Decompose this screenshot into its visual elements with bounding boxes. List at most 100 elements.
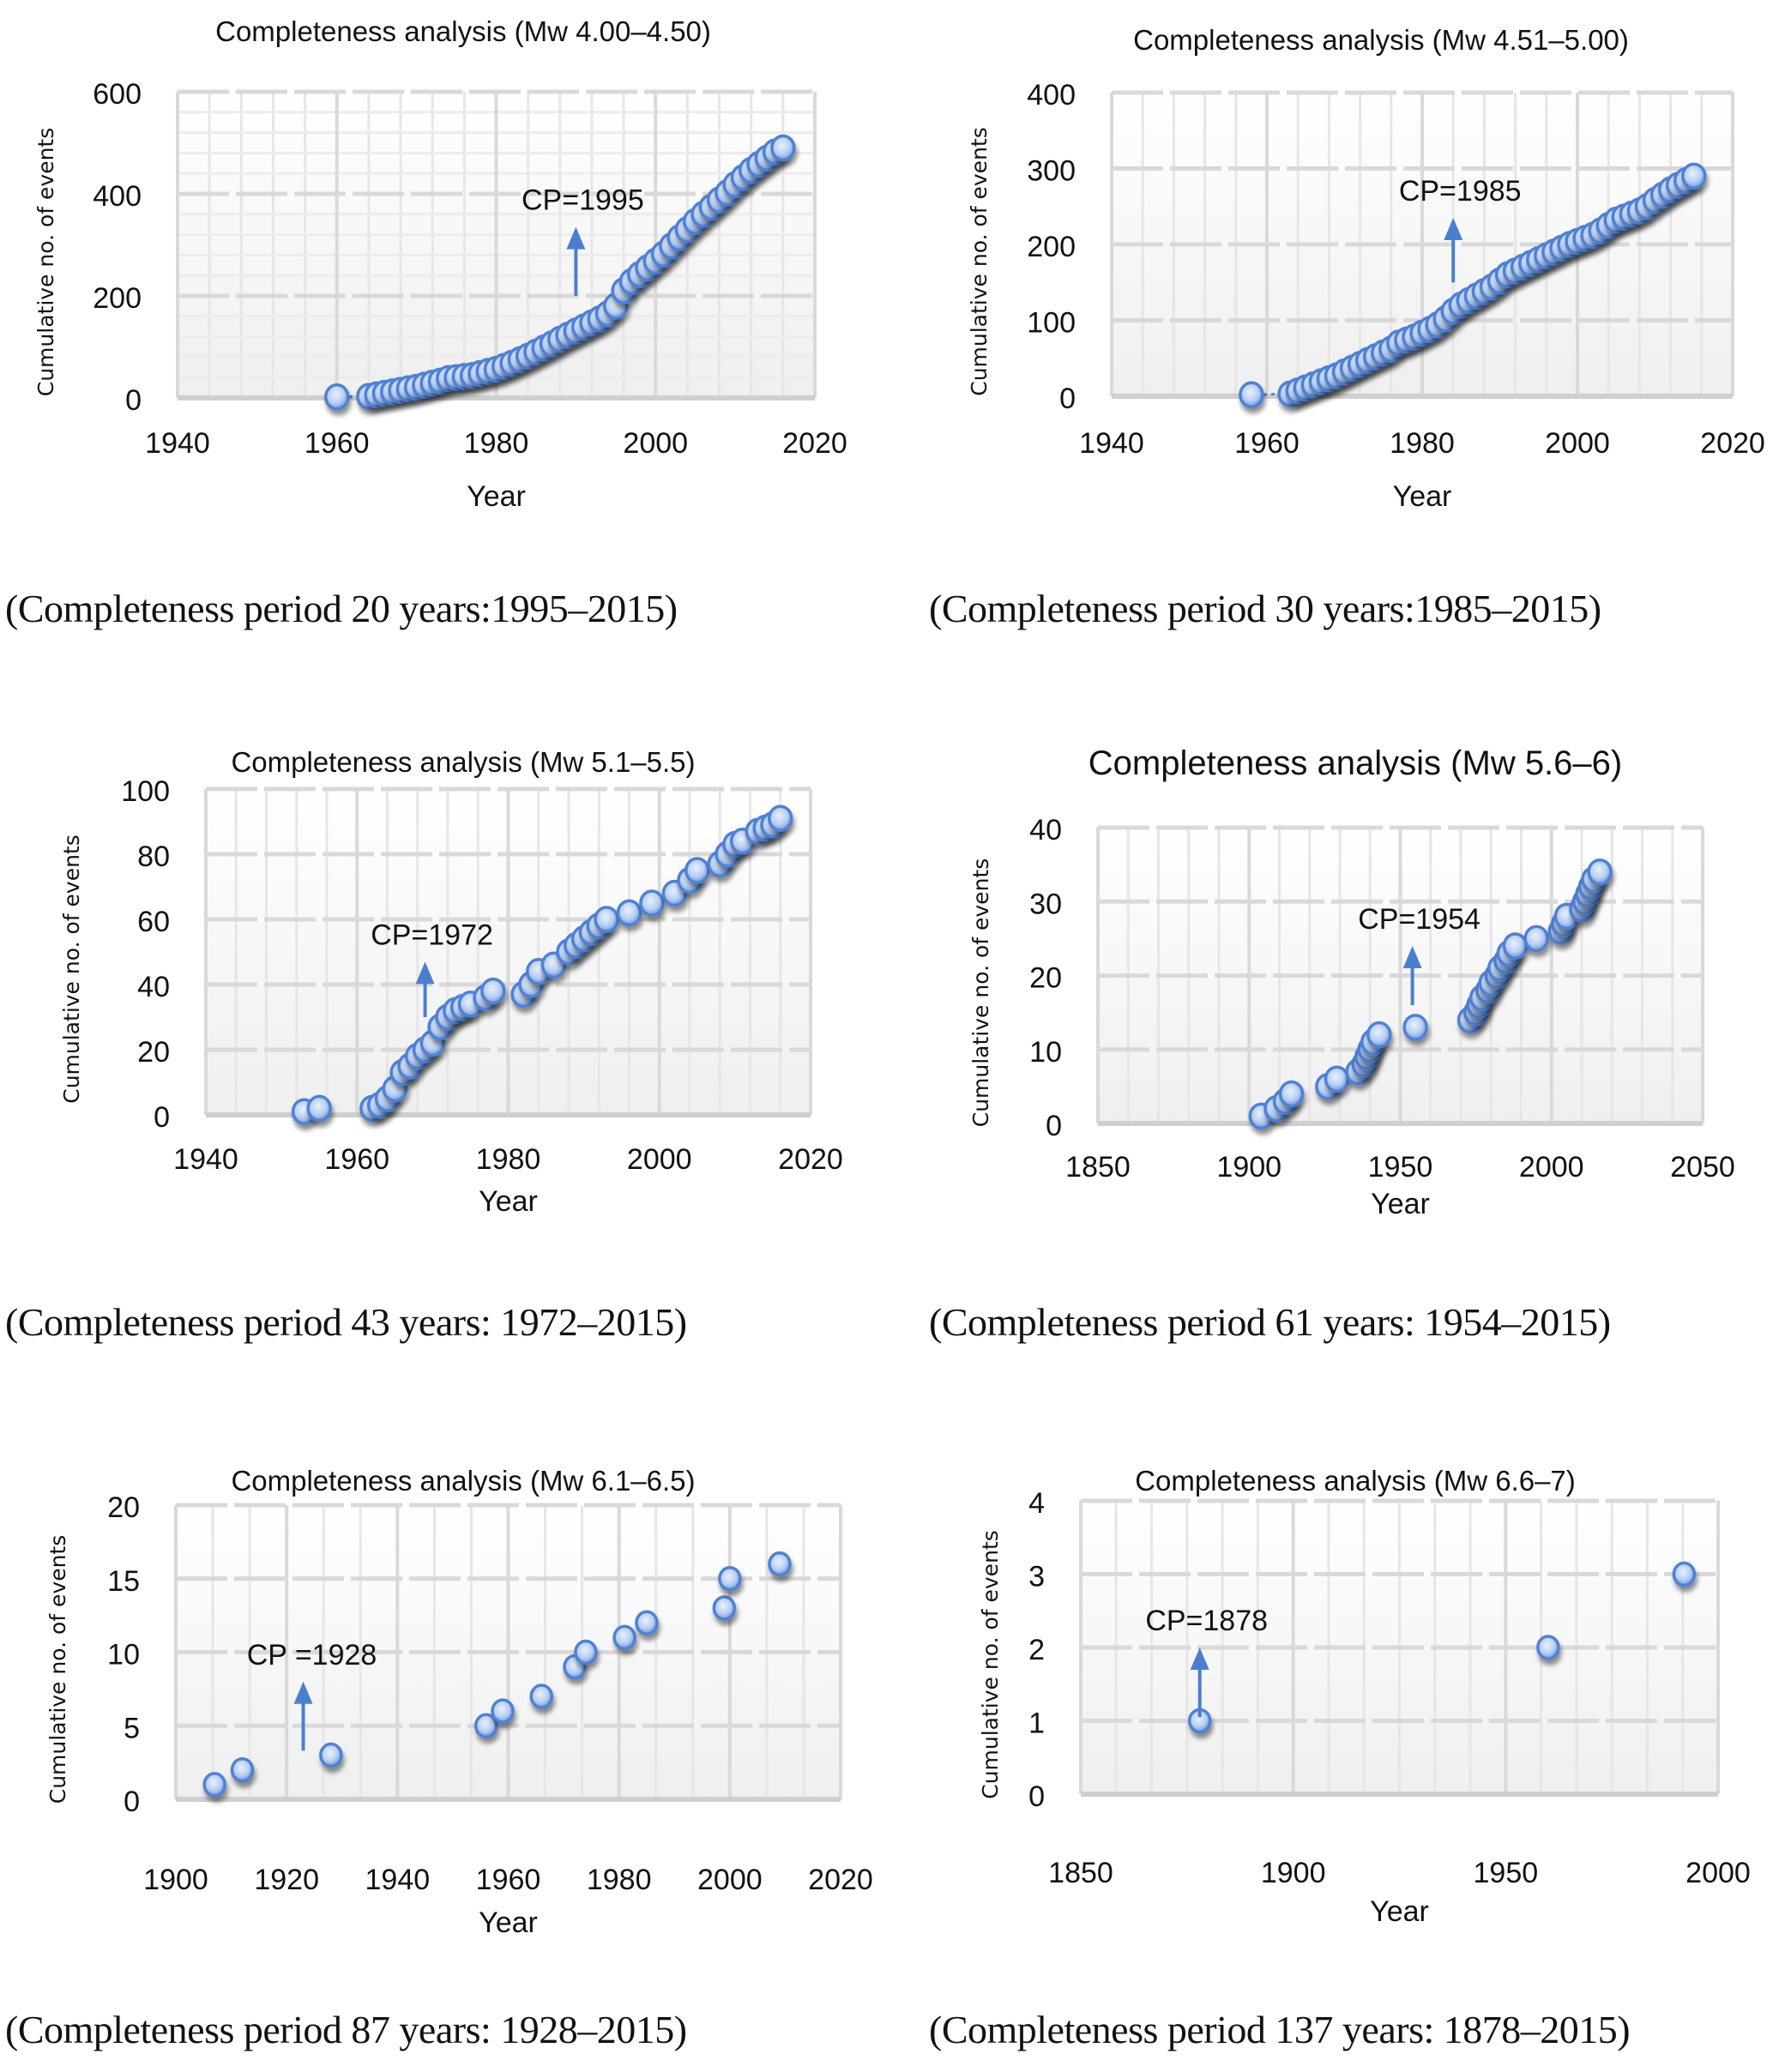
x-tick-label: 2000 xyxy=(1686,1857,1751,1889)
data-point xyxy=(594,906,619,933)
data-point xyxy=(491,1698,515,1724)
data-point xyxy=(473,1713,498,1738)
x-tick-label: 2020 xyxy=(782,427,847,460)
x-tick-label: 2000 xyxy=(623,427,688,460)
data-point xyxy=(1366,1021,1392,1049)
y-tick-label: 15 xyxy=(107,1565,140,1598)
data-point xyxy=(1536,1635,1560,1660)
y-axis-label: Cumulative no. of events xyxy=(33,128,58,397)
y-tick-label: 10 xyxy=(107,1639,140,1671)
x-axis-label: Year xyxy=(1371,1188,1430,1220)
cp-annotation-label: CP =1928 xyxy=(247,1639,377,1671)
x-tick-label: 2000 xyxy=(1545,427,1610,460)
chart-5: 1900 1920 1940 1960 1980 2000 2020 0 5 10 15 20 Comp… xyxy=(45,1465,873,1939)
x-tick-label: 1940 xyxy=(173,1143,238,1176)
x-tick-label: 1960 xyxy=(476,1864,541,1896)
charts-root: 1940 1960 1980 2000 20200200400600Completene… xyxy=(33,15,1765,1939)
x-tick-label: 1960 xyxy=(305,427,370,460)
y-tick-label: 4 xyxy=(1028,1487,1045,1520)
data-point xyxy=(319,1742,343,1768)
x-tick-label: 1960 xyxy=(1234,427,1300,460)
y-tick-label: 2 xyxy=(1028,1634,1045,1666)
chart-title: Completeness analysis (Mw 4.00–4.50) xyxy=(215,15,711,47)
y-tick-label: 5 xyxy=(124,1712,140,1744)
y-tick-label: 0 xyxy=(1046,1110,1062,1142)
connector-line xyxy=(1263,392,1279,396)
data-point xyxy=(202,1772,226,1798)
connector-line xyxy=(348,395,357,399)
cp-arrow-icon xyxy=(415,961,435,985)
cp-annotation-label: CP=1995 xyxy=(522,184,644,217)
data-point xyxy=(1324,1065,1350,1093)
y-tick-label: 0 xyxy=(125,384,142,417)
x-tick-label: 1900 xyxy=(143,1864,208,1896)
data-point xyxy=(529,1684,553,1709)
chart-1: 1940 1960 1980 2000 2020 0 200 400 600 Completene… xyxy=(33,15,847,513)
data-point xyxy=(718,1566,742,1592)
x-axis-label: Year xyxy=(1370,1895,1429,1928)
y-tick-label: 20 xyxy=(107,1491,140,1524)
y-tick-label: 400 xyxy=(1027,79,1076,111)
data-point xyxy=(770,134,796,162)
cp-annotation-label: CP=1878 xyxy=(1145,1605,1268,1637)
x-tick-label: 1960 xyxy=(324,1143,389,1176)
y-tick-label: 40 xyxy=(137,971,170,1003)
y-axis-label: Cumulative no. of events xyxy=(967,127,992,396)
data-point xyxy=(1502,932,1529,960)
x-tick-label: 2000 xyxy=(1519,1151,1584,1184)
y-tick-label: 60 xyxy=(137,906,170,938)
chart-title: Completeness analysis (Mw 6.1–6.5) xyxy=(231,1465,695,1497)
y-tick-label: 0 xyxy=(1059,382,1076,415)
y-axis-label: Cumulative no. of events xyxy=(968,858,993,1128)
caption-5: (Completeness period 87 years: 1928–2015… xyxy=(5,2008,687,2051)
y-tick-label: 100 xyxy=(1027,307,1076,340)
x-tick-label: 2020 xyxy=(808,1864,873,1896)
caption-6: (Completeness period 137 years: 1878–201… xyxy=(929,2008,1631,2051)
chart-title: Completeness analysis (Mw 5.1–5.5) xyxy=(231,746,695,778)
cp-arrow-icon xyxy=(293,1681,313,1704)
data-point xyxy=(639,889,665,917)
cp-annotation-label: CP=1954 xyxy=(1358,903,1481,936)
data-point xyxy=(712,1595,737,1621)
x-tick-label: 1980 xyxy=(476,1143,541,1176)
y-tick-label: 40 xyxy=(1029,814,1062,846)
y-axis-label: Cumulative no. of events xyxy=(978,1530,1003,1799)
x-tick-label: 1920 xyxy=(254,1864,319,1896)
caption-4: (Completeness period 61 years: 1954–2015… xyxy=(929,1300,1611,1344)
data-point xyxy=(1672,1561,1697,1587)
chart-6: 1850 1900 1950 2000 0 1 2 3 4 Completeness analys… xyxy=(978,1465,1751,1928)
y-tick-label: 0 xyxy=(1028,1780,1045,1813)
cp-annotation-label: CP=1972 xyxy=(371,919,493,951)
x-tick-label: 2020 xyxy=(778,1143,843,1176)
chart-4: 1850 1900 1950 2000 2050 0 10 20 30 40 Completenes… xyxy=(968,744,1735,1220)
data-point xyxy=(768,1551,792,1577)
caption-3: (Completeness period 43 years: 1972–2015… xyxy=(5,1300,687,1344)
chart-3: 1940 1960 1980 2000 2020 0 20 40 60 80 100 Complete… xyxy=(59,746,843,1218)
x-tick-label: 1980 xyxy=(1390,427,1455,460)
chart-title: Completeness analysis (Mw 4.51–5.00) xyxy=(1133,24,1629,56)
x-tick-label: 1940 xyxy=(1079,427,1144,460)
y-tick-label: 100 xyxy=(121,775,170,808)
x-tick-label: 1850 xyxy=(1048,1857,1113,1889)
y-axis-label: Cumulative no. of events xyxy=(45,1535,70,1804)
chart-title: Completeness analysis (Mw 6.6–7) xyxy=(1135,1465,1576,1497)
data-point xyxy=(1278,1080,1305,1108)
x-tick-label: 2000 xyxy=(627,1143,692,1176)
x-axis-label: Year xyxy=(479,1185,538,1218)
x-tick-label: 1950 xyxy=(1368,1151,1433,1184)
data-point xyxy=(616,899,642,927)
y-tick-label: 20 xyxy=(1029,962,1062,995)
data-point xyxy=(768,804,793,832)
y-tick-label: 200 xyxy=(93,282,142,315)
data-point xyxy=(684,857,710,884)
caption-2: (Completeness period 30 years:1985–2015) xyxy=(929,587,1601,630)
x-tick-label: 1980 xyxy=(587,1864,652,1896)
x-axis-label: Year xyxy=(479,1906,538,1939)
data-point xyxy=(1402,1014,1428,1041)
data-point xyxy=(306,1094,332,1123)
cp-arrow-icon xyxy=(1402,946,1422,968)
cp-arrow-icon xyxy=(566,226,586,250)
caption-1: (Completeness period 20 years:1995–2015) xyxy=(5,587,678,630)
data-point xyxy=(635,1610,659,1635)
